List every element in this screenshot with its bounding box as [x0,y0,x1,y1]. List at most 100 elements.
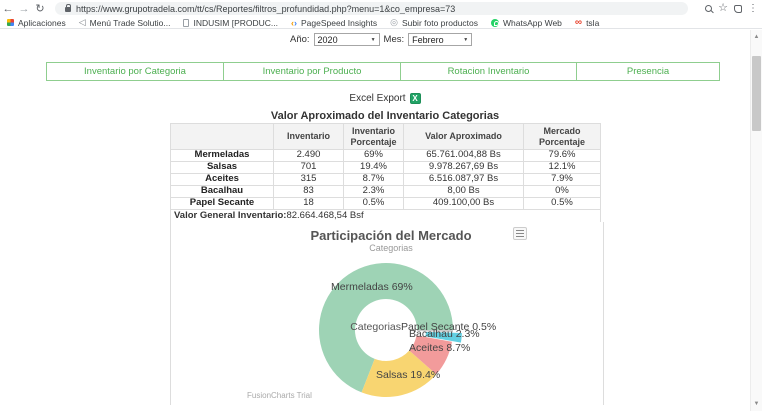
table-cell: 6.516.087,97 Bs [403,173,524,186]
chart-title: Participación del Mercado [310,228,472,243]
bookmark-star-icon[interactable]: ☆ [718,2,728,14]
lock-icon [65,4,71,12]
excel-export-button[interactable]: Excel Export X [0,93,762,104]
bookmark-subir-foto[interactable]: ◎ Subir foto productos [390,17,479,28]
table-cell: 9.978.267,69 Bs [403,161,524,174]
chart-canvas: Participación del Mercado Categorias Mer… [231,222,551,405]
slice-label-bacalhau: Bacalhau 2.3% [409,328,480,340]
back-icon[interactable]: ← [2,2,14,15]
donut-slice-aceites[interactable] [409,335,452,375]
pagespeed-icon: ‹› [290,17,297,28]
tab-rotacion-inventario[interactable]: Rotacion Inventario [400,62,577,81]
filter-row: Año: 2020 ▼ Mes: Febrero ▼ [290,33,473,46]
bookmark-indusim[interactable]: INDUSIM [PRODUC... [183,18,278,28]
column-header: Inventario [273,123,344,150]
browser-toolbar: ← → ↻ https://www.grupotradela.com/tt/cs… [0,0,762,17]
month-select[interactable]: Febrero ▼ [408,33,473,46]
vertical-scrollbar[interactable]: ▲ ▼ [750,30,762,411]
donut-slice-bacalhau[interactable] [425,331,462,343]
total-inventory-value: Valor General Inventario:82.664.468,54 B… [170,209,601,223]
year-label: Año: [290,34,310,45]
table-cell: 7.9% [523,173,601,186]
table-row: Mermeladas 2.490 69% 65.761.004,88 Bs 79.6% [170,149,601,162]
donut-chart [319,262,462,397]
table-cell: 701 [273,161,344,174]
chart-menu-button[interactable] [513,227,527,240]
bookmark-favicon: ◁ [78,17,86,27]
table-cell: 315 [273,173,344,186]
scroll-up-icon[interactable]: ▲ [753,34,760,40]
excel-export-label: Excel Export [349,93,406,104]
table-footer-row: Valor General Inventario:82.664.468,54 B… [170,209,601,223]
column-header: Valor Aproximado [403,123,524,150]
slice-label-mermeladas: Mermeladas 69% [331,281,413,293]
table-cell: 18 [273,197,344,210]
chevron-down-icon: ▼ [463,36,469,43]
apps-grid-icon [7,19,14,26]
chart-subtitle: Categorias [369,243,413,253]
donut-center-label: Categorias [350,321,401,333]
table-cell: 12.1% [523,161,601,174]
tsla-icon: ∞ [574,17,583,28]
scrollbar-thumb[interactable] [752,56,761,131]
table-row: Aceites 315 8.7% 6.516.087,97 Bs 7.9% [170,173,601,186]
bookmark-menu-trade[interactable]: ◁ Menú Trade Solutio... [78,17,171,28]
table-row: Bacalhau 83 2.3% 8,00 Bs 0% [170,185,601,198]
column-header: Mercado Porcentaje [523,123,601,150]
table-cell: Salsas [170,161,274,174]
donut-slice-papel-secante[interactable] [416,330,454,333]
table-row: Papel Secante 18 0.5% 409.100,00 Bs 0.5% [170,197,601,210]
tab-inventario-por-categoria[interactable]: Inventario por Categoria [46,62,224,81]
reload-icon[interactable]: ↻ [35,3,45,15]
chart-container: Participación del Mercado Categorias Mer… [170,222,604,405]
table-cell: Bacalhau [170,185,274,198]
slice-label-aceites: Aceites 8.7% [409,342,471,354]
table-cell: 0% [523,185,601,198]
table-title: Valor Aproximado del Inventario Categori… [270,110,500,122]
table-cell: Aceites [170,173,274,186]
bookmark-pagespeed[interactable]: ‹› PageSpeed Insights [290,17,378,28]
inventory-table: Inventario Inventario Porcentaje Valor A… [170,123,601,223]
scroll-down-icon[interactable]: ▼ [753,401,760,407]
table-row: Salsas 701 19.4% 9.978.267,69 Bs 12.1% [170,161,601,174]
menu-dots-icon[interactable]: ⋮ [748,2,758,14]
table-cell: 8.7% [343,173,404,186]
month-label: Mes: [383,34,405,45]
column-header [170,123,274,150]
globe-icon: ◎ [390,17,398,27]
whatsapp-icon [491,18,500,27]
extension-icon[interactable] [734,4,742,13]
table-cell: 83 [273,185,344,198]
year-select[interactable]: 2020 ▼ [313,33,380,46]
url-bar[interactable]: https://www.grupotradela.com/tt/cs/Repor… [55,2,688,15]
donut-slice-salsas[interactable] [361,350,437,397]
forward-icon[interactable]: → [18,2,30,15]
bookmark-whatsapp[interactable]: WhatsApp Web [491,18,562,28]
fusioncharts-watermark: FusionCharts Trial [247,391,312,400]
table-cell: 69% [343,149,404,162]
table-cell: 2.490 [273,149,344,162]
zoom-icon[interactable] [705,5,713,12]
page-content: Año: 2020 ▼ Mes: Febrero ▼ Inventario po… [0,30,762,411]
tab-inventario-por-producto[interactable]: Inventario por Producto [223,62,401,81]
donut-slice-mermeladas[interactable] [319,262,453,393]
table-cell: 19.4% [343,161,404,174]
file-icon [183,18,190,27]
excel-icon: X [409,93,421,104]
table-cell: 65.761.004,88 Bs [403,149,524,162]
url-text[interactable]: https://www.grupotradela.com/tt/cs/Repor… [76,3,456,14]
table-cell: Papel Secante [170,197,274,210]
report-tabs: Inventario por Categoria Inventario por … [46,62,720,81]
hamburger-icon [516,230,524,237]
chevron-down-icon: ▼ [370,36,376,43]
bookmark-tsla[interactable]: ∞ tsla [574,17,600,28]
slice-label-salsas: Salsas 19.4% [376,369,441,381]
tab-presencia[interactable]: Presencia [576,62,720,81]
column-header: Inventario Porcentaje [343,123,404,150]
slice-label-papel-secante: Papel Secante 0.5% [401,321,497,333]
table-cell: 0.5% [523,197,601,210]
table-cell: 409.100,00 Bs [403,197,524,210]
bookmark-aplicaciones[interactable]: Aplicaciones [7,18,66,28]
table-cell: 79.6% [523,149,601,162]
